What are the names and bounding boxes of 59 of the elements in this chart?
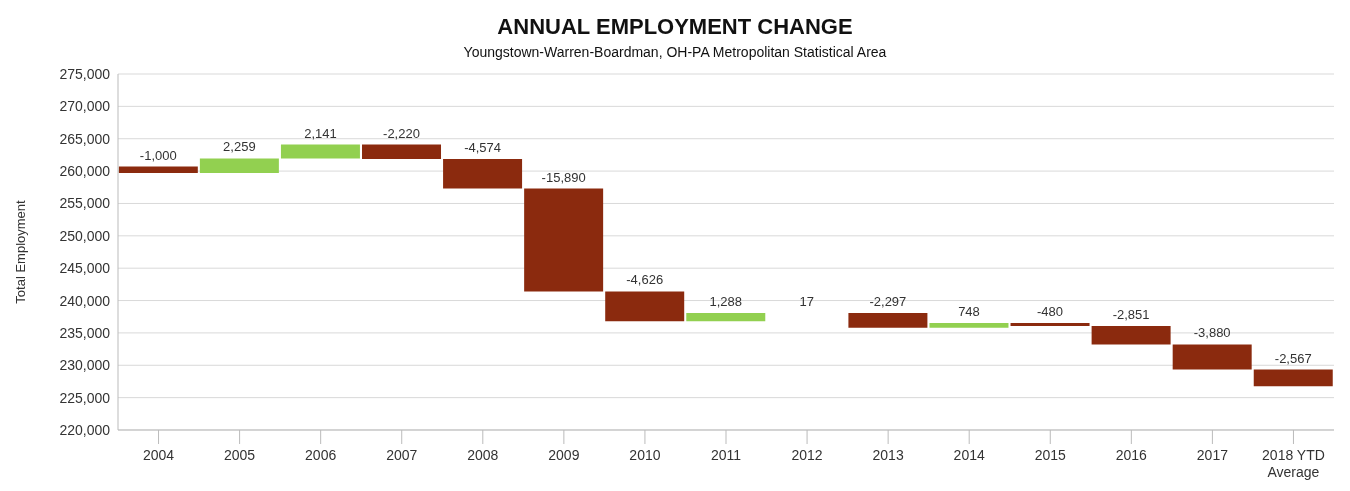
x-tick-label: 2008	[467, 447, 499, 463]
y-tick-label: 245,000	[59, 260, 111, 277]
x-tick-label: 2012	[791, 447, 823, 463]
data-label: -2,851	[1112, 307, 1150, 323]
chart-title: ANNUAL EMPLOYMENT CHANGE	[496, 13, 854, 40]
x-tick-label: 2016	[1115, 447, 1148, 463]
y-tick-label: 250,000	[59, 227, 111, 244]
data-label: -1,000	[139, 147, 177, 163]
bar	[199, 158, 279, 174]
x-tick-label: 2005	[224, 447, 256, 463]
bar	[929, 322, 1009, 328]
x-tick-label: 2014	[953, 447, 985, 463]
bar	[362, 144, 442, 159]
y-tick-label: 240,000	[59, 292, 111, 309]
x-tick-label: 2011	[710, 447, 742, 463]
data-label: 2,259	[223, 139, 256, 155]
bar	[848, 312, 928, 328]
data-label: 17	[799, 293, 815, 309]
y-tick-label: 270,000	[59, 98, 111, 115]
bar	[1091, 326, 1171, 345]
bar	[443, 158, 523, 189]
bar	[1253, 369, 1333, 387]
bar	[524, 188, 604, 292]
data-label: -4,626	[626, 272, 664, 288]
x-tick-label: 2017	[1196, 447, 1229, 463]
data-label: 748	[958, 303, 980, 319]
data-label: -480	[1037, 303, 1064, 319]
data-label: -15,890	[541, 169, 586, 185]
x-tick-label: 2006	[305, 447, 337, 463]
bar	[118, 166, 198, 174]
x-tick-label: 2013	[872, 447, 904, 463]
bar	[605, 291, 685, 322]
x-tick-label: 2015	[1034, 447, 1067, 463]
data-label: -3,880	[1193, 325, 1231, 341]
y-tick-label: 255,000	[59, 195, 111, 212]
y-tick-label: 230,000	[59, 357, 111, 374]
x-tick-label: 2009	[548, 447, 580, 463]
y-tick-label: 225,000	[59, 389, 111, 406]
data-label: -2,220	[383, 125, 420, 141]
y-tick-label: 220,000	[59, 421, 111, 438]
data-label: -4,574	[464, 139, 502, 155]
data-label: 2,141	[304, 125, 337, 141]
data-label: 1,288	[709, 293, 743, 309]
data-label: -2,567	[1274, 350, 1312, 366]
chart-subtitle: Youngstown-Warren-Boardman, OH-PA Metropolitan Statistical Area	[462, 44, 888, 60]
y-tick-label: 275,000	[59, 65, 111, 82]
y-tick-label: 235,000	[59, 324, 111, 341]
x-tick-label: 2018 YTD Average	[1262, 447, 1325, 480]
x-tick-label: 2007	[386, 447, 418, 463]
x-tick-label: 2004	[142, 447, 175, 463]
bar	[280, 144, 360, 159]
x-tick-label: 2010	[629, 447, 661, 463]
bar	[686, 312, 766, 322]
bar	[1010, 322, 1090, 327]
y-tick-label: 265,000	[59, 130, 111, 147]
bar	[1172, 344, 1252, 370]
y-axis-title: Total Employment	[12, 199, 28, 304]
y-tick-label: 260,000	[59, 163, 111, 180]
data-label: -2,297	[869, 293, 907, 309]
